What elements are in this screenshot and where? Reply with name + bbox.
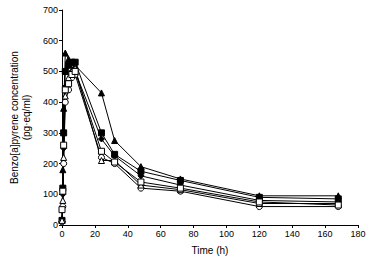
svg-text:0: 0 [53,220,58,230]
svg-text:(pg·eq/ml): (pg·eq/ml) [21,95,32,141]
svg-text:80: 80 [189,229,199,239]
svg-text:100: 100 [43,189,58,199]
svg-text:40: 40 [123,229,133,239]
svg-text:600: 600 [43,36,58,46]
svg-text:500: 500 [43,66,58,76]
svg-text:60: 60 [156,229,166,239]
svg-text:700: 700 [43,5,58,15]
svg-text:120: 120 [252,229,267,239]
svg-text:100: 100 [219,229,234,239]
svg-text:160: 160 [318,229,333,239]
svg-text:0: 0 [59,229,64,239]
svg-text:300: 300 [43,128,58,138]
svg-text:200: 200 [43,159,58,169]
svg-text:20: 20 [90,229,100,239]
svg-text:Benzo[a]pyrene concentration: Benzo[a]pyrene concentration [9,51,20,184]
svg-text:Time (h): Time (h) [192,245,229,256]
svg-text:180: 180 [350,229,365,239]
svg-text:140: 140 [285,229,300,239]
svg-text:400: 400 [43,97,58,107]
